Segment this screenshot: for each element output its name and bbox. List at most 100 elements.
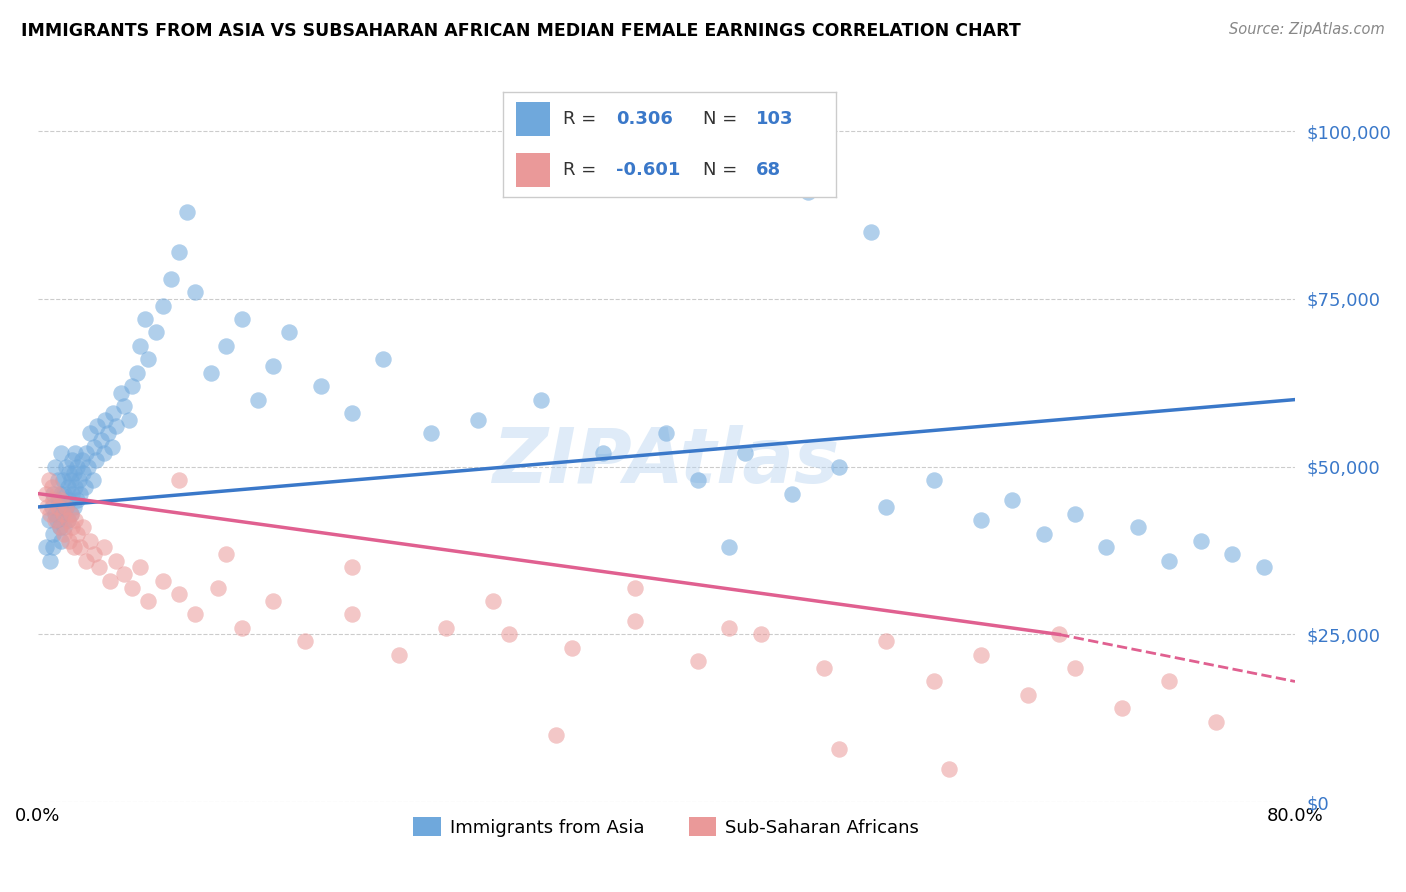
Point — [42, 493, 65, 508]
Point — [39, 507, 62, 521]
Point — [56, 480, 79, 494]
Point — [118, 413, 141, 427]
Point — [530, 392, 553, 407]
Point — [388, 648, 411, 662]
Point — [145, 326, 167, 340]
Point — [294, 634, 316, 648]
Point — [624, 581, 647, 595]
Point — [828, 741, 851, 756]
Point — [875, 500, 897, 514]
Point — [83, 440, 105, 454]
Point — [1220, 547, 1243, 561]
Point — [434, 621, 457, 635]
Point — [46, 500, 69, 514]
Point — [1205, 714, 1227, 729]
Point — [53, 526, 76, 541]
Point — [51, 446, 73, 460]
Point — [105, 419, 128, 434]
Point — [718, 621, 741, 635]
Point — [60, 453, 83, 467]
Point — [60, 520, 83, 534]
Point — [52, 473, 75, 487]
Point — [52, 507, 75, 521]
Point — [373, 352, 395, 367]
Point — [72, 467, 94, 481]
Point — [100, 440, 122, 454]
Point — [112, 567, 135, 582]
Point — [922, 473, 945, 487]
Point — [1159, 674, 1181, 689]
Point — [128, 560, 150, 574]
Point — [53, 520, 76, 534]
Point — [749, 627, 772, 641]
Point — [56, 513, 79, 527]
Point — [97, 426, 120, 441]
Point — [152, 299, 174, 313]
Point — [83, 547, 105, 561]
Point — [66, 526, 89, 541]
Point — [48, 520, 70, 534]
Point — [105, 554, 128, 568]
Point — [55, 459, 77, 474]
Point — [38, 513, 60, 527]
Point — [45, 486, 67, 500]
Point — [859, 225, 882, 239]
Point — [167, 587, 190, 601]
Point — [128, 339, 150, 353]
Point — [134, 312, 156, 326]
Point — [561, 640, 583, 655]
Point — [37, 500, 59, 514]
Point — [58, 533, 80, 548]
Point — [66, 493, 89, 508]
Point — [55, 500, 77, 514]
Point — [1159, 554, 1181, 568]
Point — [48, 520, 70, 534]
Point — [1047, 627, 1070, 641]
Point — [938, 762, 960, 776]
Point — [110, 385, 132, 400]
Point — [1064, 507, 1087, 521]
Point — [125, 366, 148, 380]
Point — [655, 426, 678, 441]
Point — [1064, 661, 1087, 675]
Point — [69, 540, 91, 554]
Point — [160, 272, 183, 286]
Point — [813, 661, 835, 675]
Point — [136, 352, 159, 367]
Point — [309, 379, 332, 393]
Point — [75, 446, 97, 460]
Point — [34, 540, 56, 554]
Point — [72, 520, 94, 534]
Point — [340, 607, 363, 622]
Text: Source: ZipAtlas.com: Source: ZipAtlas.com — [1229, 22, 1385, 37]
Point — [922, 674, 945, 689]
Point — [231, 621, 253, 635]
Point — [94, 413, 117, 427]
Point — [63, 467, 86, 481]
Point — [1001, 493, 1024, 508]
Point — [87, 560, 110, 574]
Point — [39, 554, 62, 568]
Point — [84, 453, 107, 467]
Point — [59, 507, 82, 521]
Point — [65, 446, 87, 460]
Point — [207, 581, 229, 595]
Point — [70, 453, 93, 467]
Text: ZIPAtlas: ZIPAtlas — [492, 425, 839, 499]
Point — [52, 507, 75, 521]
Point — [419, 426, 441, 441]
Point — [34, 486, 56, 500]
Point — [79, 533, 101, 548]
Point — [215, 547, 238, 561]
Point — [48, 500, 70, 514]
Legend: Immigrants from Asia, Sub-Saharan Africans: Immigrants from Asia, Sub-Saharan Africa… — [406, 810, 927, 844]
Point — [65, 480, 87, 494]
Point — [41, 500, 63, 514]
Point — [42, 526, 65, 541]
Point — [56, 513, 79, 527]
Point — [246, 392, 269, 407]
Point — [215, 339, 238, 353]
Point — [1189, 533, 1212, 548]
Point — [875, 634, 897, 648]
Point — [262, 594, 284, 608]
